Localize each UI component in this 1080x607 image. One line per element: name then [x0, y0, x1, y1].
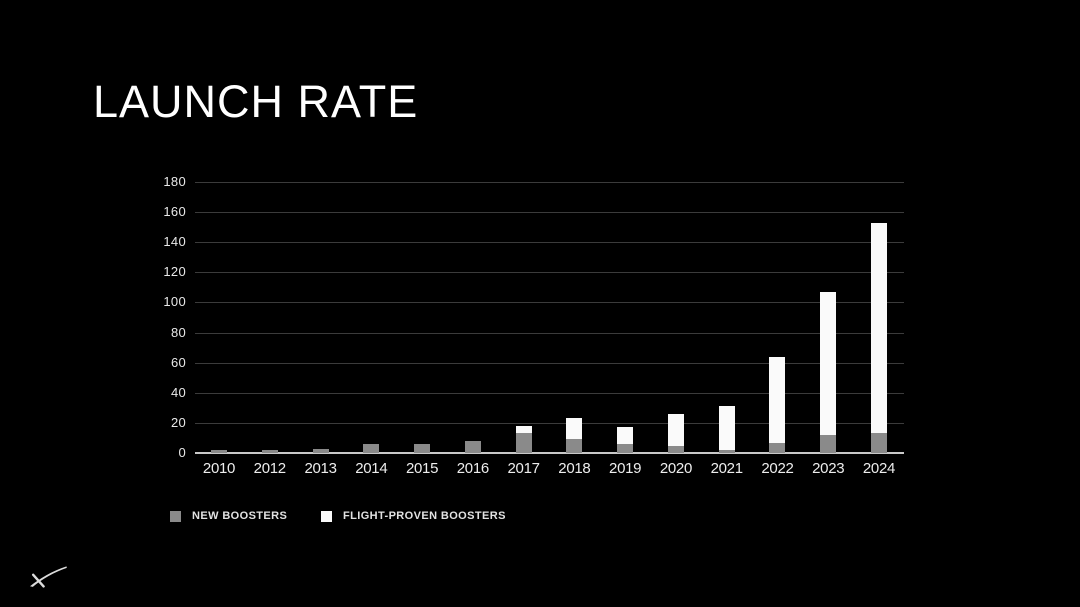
bar-flight-proven-boosters-2020: [667, 413, 684, 446]
flight-proven-boosters-swatch: [321, 510, 332, 522]
bar-flight-proven-boosters-2022: [769, 356, 786, 443]
x-tick-label-2015: 2015: [405, 460, 439, 477]
legend-label: NEW BOOSTERS: [192, 510, 288, 522]
page-title: LAUNCH RATE: [93, 76, 419, 127]
legend-item-flight-proven-boosters: FLIGHT-PROVEN BOOSTERS: [321, 510, 506, 522]
x-tick-label-2010: 2010: [202, 460, 236, 477]
bar-new-boosters-2014: [363, 444, 380, 453]
legend-item-new-boosters: NEW BOOSTERS: [170, 510, 287, 522]
x-tick-label-2021: 2021: [710, 460, 743, 477]
bar-new-boosters-2023: [820, 434, 837, 453]
bar-new-boosters-2010: [211, 450, 227, 453]
y-tick-label-60: 60: [170, 354, 186, 370]
x-tick-label-2017: 2017: [507, 460, 540, 477]
y-tick-label-160: 160: [163, 204, 186, 220]
bar-flight-proven-boosters-2024: [870, 222, 887, 434]
new-boosters-swatch: [170, 510, 181, 522]
gridline-180: [195, 182, 904, 183]
bar-new-boosters-2022: [769, 442, 786, 453]
y-tick-label-140: 140: [163, 234, 186, 250]
bar-flight-proven-boosters-2018: [566, 418, 583, 440]
x-axis-line: [195, 452, 904, 454]
y-tick-label-0: 0: [178, 445, 186, 460]
y-tick-label-40: 40: [170, 384, 186, 400]
gridline-140: [195, 242, 904, 244]
gridline-120: [195, 272, 904, 274]
gridline-20: [195, 422, 904, 424]
gridline-100: [195, 302, 904, 304]
bar-new-boosters-2017: [515, 433, 532, 453]
bar-new-boosters-2019: [617, 444, 634, 453]
bar-new-boosters-2015: [414, 444, 431, 453]
bar-new-boosters-2012: [261, 450, 278, 453]
bar-new-boosters-2013: [312, 448, 329, 453]
bar-flight-proven-boosters-2021: [718, 406, 735, 450]
x-tick-label-2023: 2023: [812, 460, 845, 477]
bar-flight-proven-boosters-2019: [617, 427, 634, 444]
x-tick-label-2013: 2013: [304, 460, 337, 477]
x-tick-label-2024: 2024: [862, 460, 896, 477]
x-tick-label-2014: 2014: [355, 460, 388, 477]
y-tick-label-80: 80: [170, 324, 186, 340]
y-tick-label-120: 120: [163, 264, 186, 280]
y-tick-label-20: 20: [170, 414, 186, 430]
gridline-160: [195, 212, 904, 214]
gridline-40: [195, 392, 904, 394]
launch-rate-chart: [195, 182, 904, 454]
bar-new-boosters-2024: [870, 433, 887, 453]
bar-new-boosters-2021: [718, 450, 735, 453]
y-tick-label-100: 100: [163, 294, 186, 310]
y-tick-label-180: 180: [163, 174, 186, 189]
gridline-60: [195, 362, 904, 364]
x-tick-label-2020: 2020: [659, 460, 692, 477]
spacex-x-logo: [30, 566, 67, 588]
gridline-80: [195, 332, 904, 334]
bar-new-boosters-2018: [566, 439, 583, 453]
bar-new-boosters-2020: [667, 445, 684, 453]
x-tick-label-2019: 2019: [609, 460, 642, 477]
bar-flight-proven-boosters-2017: [515, 425, 532, 434]
legend-label: FLIGHT-PROVEN BOOSTERS: [343, 510, 506, 522]
x-tick-label-2012: 2012: [253, 460, 286, 477]
x-tick-label-2018: 2018: [558, 460, 591, 477]
x-tick-label-2022: 2022: [761, 460, 794, 477]
bar-flight-proven-boosters-2023: [820, 291, 837, 435]
x-tick-label-2016: 2016: [456, 460, 489, 477]
bar-new-boosters-2016: [464, 441, 481, 453]
